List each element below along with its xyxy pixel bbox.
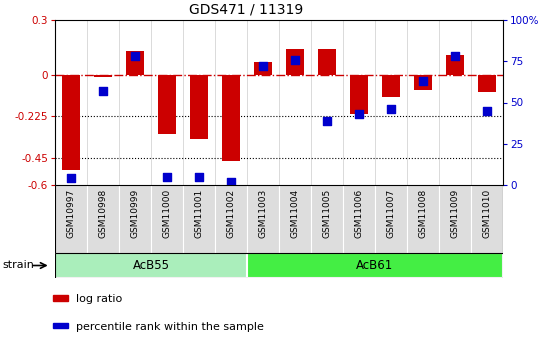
Bar	[414, 75, 432, 90]
Bar	[190, 75, 208, 139]
Point	[355, 111, 363, 117]
Text: strain: strain	[3, 260, 34, 270]
Text: GSM11010: GSM11010	[483, 188, 492, 238]
Point	[195, 174, 203, 179]
Bar	[446, 55, 464, 75]
Bar	[343, 185, 375, 253]
Point	[387, 106, 395, 112]
Point	[291, 57, 299, 62]
Point	[451, 53, 459, 59]
Text: GSM11004: GSM11004	[291, 188, 300, 237]
Bar	[94, 75, 112, 77]
Bar	[151, 185, 183, 253]
Point	[323, 118, 331, 124]
Text: AcB55: AcB55	[132, 259, 169, 272]
Text: GSM10997: GSM10997	[67, 188, 75, 238]
Bar	[158, 75, 176, 134]
Bar	[183, 185, 215, 253]
Text: GSM11001: GSM11001	[195, 188, 203, 238]
Bar	[350, 75, 368, 114]
Text: GSM11000: GSM11000	[162, 188, 172, 238]
Point	[483, 108, 491, 114]
Text: GSM11007: GSM11007	[386, 188, 395, 238]
Bar	[126, 51, 144, 75]
Bar	[55, 185, 87, 253]
Bar	[222, 75, 240, 161]
Bar	[439, 185, 471, 253]
Bar	[382, 75, 400, 97]
Text: GSM10998: GSM10998	[98, 188, 108, 238]
Bar	[87, 185, 119, 253]
Bar	[318, 49, 336, 75]
Point	[98, 88, 107, 94]
Bar	[407, 185, 439, 253]
Text: GSM11003: GSM11003	[258, 188, 267, 238]
Text: percentile rank within the sample: percentile rank within the sample	[76, 322, 264, 332]
Bar	[247, 185, 279, 253]
Point	[259, 63, 267, 69]
Bar	[53, 323, 68, 328]
Point	[226, 179, 235, 185]
Bar	[62, 75, 80, 170]
Point	[131, 53, 139, 59]
Bar	[279, 185, 311, 253]
Bar	[375, 185, 407, 253]
Bar	[215, 185, 247, 253]
Point	[419, 78, 427, 84]
Text: GSM11005: GSM11005	[322, 188, 331, 238]
Bar	[478, 75, 496, 91]
Text: AcB61: AcB61	[356, 259, 394, 272]
Text: GSM11002: GSM11002	[226, 188, 236, 237]
Bar	[247, 253, 503, 278]
Text: GSM10999: GSM10999	[131, 188, 139, 238]
Bar	[311, 185, 343, 253]
Text: GSM11009: GSM11009	[450, 188, 459, 238]
Bar	[471, 185, 503, 253]
Text: GSM11006: GSM11006	[355, 188, 364, 238]
Bar	[53, 295, 68, 300]
Bar	[254, 62, 272, 75]
Bar	[119, 185, 151, 253]
Bar	[55, 253, 247, 278]
Bar	[286, 49, 304, 75]
Point	[67, 176, 75, 181]
Point	[162, 174, 171, 179]
Text: GSM11008: GSM11008	[419, 188, 428, 238]
Text: log ratio: log ratio	[76, 294, 122, 304]
Text: GDS471 / 11319: GDS471 / 11319	[189, 2, 303, 17]
